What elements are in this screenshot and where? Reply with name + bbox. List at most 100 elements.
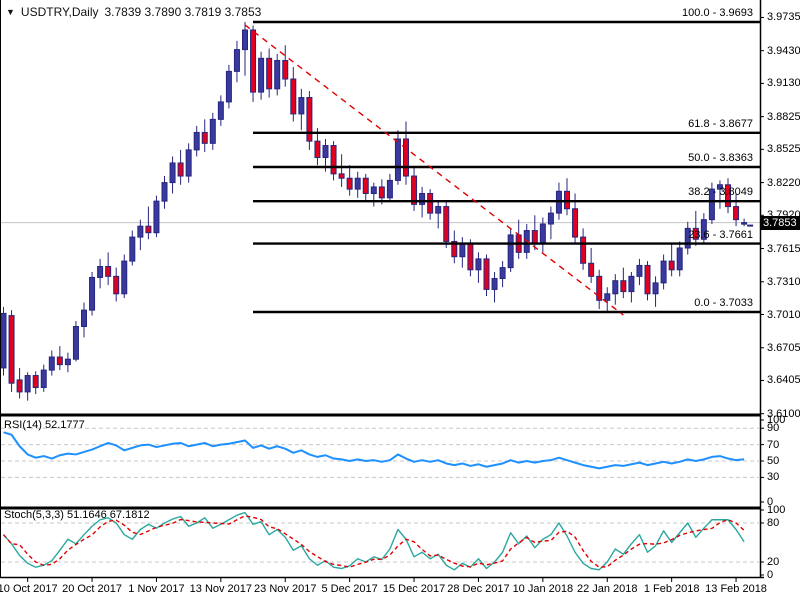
candle-body: [467, 243, 474, 271]
candle-body: [56, 356, 63, 366]
stoch-k-line: [2, 511, 745, 571]
candle-body: [636, 264, 643, 277]
candle-body: [97, 266, 104, 278]
candle-body: [40, 369, 47, 389]
candle-body: [676, 247, 683, 271]
candle-body: [338, 173, 345, 179]
candle-body: [217, 101, 224, 120]
candle-body: [242, 29, 248, 51]
trendline: [244, 24, 624, 316]
candle-body: [169, 162, 176, 184]
candle-body: [378, 186, 385, 199]
candle-body: [105, 266, 112, 277]
candle-body: [306, 97, 313, 142]
candle-body: [48, 356, 55, 371]
current-price-badge: 3.7853: [760, 216, 800, 230]
candle-body: [539, 223, 546, 245]
candle-body: [668, 260, 675, 271]
candle-body: [628, 275, 635, 293]
candle-body: [64, 358, 71, 366]
candle-body: [499, 267, 506, 280]
candle-body: [370, 186, 377, 194]
candle-body: [475, 258, 482, 271]
candle-body: [394, 138, 401, 181]
candle-body: [725, 184, 731, 208]
candle-body: [274, 59, 281, 90]
candle-body: [572, 208, 579, 238]
candle-body: [620, 280, 627, 293]
candle-body: [32, 375, 39, 389]
candle-body: [81, 309, 87, 327]
candle-body: [733, 206, 740, 221]
candle-body: [708, 188, 715, 221]
candle-body: [322, 145, 329, 159]
candle-body: [250, 29, 257, 93]
candle-body: [604, 293, 611, 301]
candle-body: [362, 177, 369, 194]
candle-body: [137, 225, 144, 238]
candle-body: [209, 118, 216, 144]
candle-body: [419, 192, 426, 205]
candle-body: [129, 236, 136, 262]
candle-body: [692, 227, 699, 240]
candle-body: [193, 131, 200, 151]
candle-body: [225, 70, 232, 103]
candle-body: [451, 240, 458, 258]
candle-body: [153, 200, 160, 234]
candle-body: [354, 177, 361, 190]
candle-body: [716, 184, 723, 190]
separator-rsi-stoch: [0, 506, 760, 510]
candle-body: [547, 212, 554, 225]
candle-body: [491, 278, 498, 290]
candle-body: [443, 206, 450, 242]
candle-body: [346, 177, 353, 190]
candle-body: [24, 375, 31, 393]
candle-body: [459, 243, 466, 258]
candle-body: [201, 131, 208, 144]
candle-body: [161, 182, 168, 202]
candle-body: [113, 275, 120, 295]
candle-body: [427, 192, 434, 214]
candle-body: [596, 275, 603, 301]
candle-body: [435, 206, 442, 214]
stoch-indicator-label: Stoch(5,3,3) 51.1646 67.1812: [4, 509, 150, 521]
candle-body: [290, 78, 297, 115]
candle-body: [233, 49, 240, 72]
separator-main-rsi: [0, 413, 760, 417]
candle-body: [177, 162, 184, 177]
candle-body: [89, 276, 96, 311]
candle-body: [660, 260, 667, 284]
symbol-dropdown-icon[interactable]: ▼: [6, 6, 15, 17]
candle-body: [314, 140, 321, 159]
stoch-d-line: [2, 515, 745, 568]
candle-body: [0, 312, 7, 369]
candle-body: [282, 59, 289, 80]
candle-body: [580, 236, 587, 264]
quote-ohlc-label: 3.7839 3.7890 3.7819 3.7853: [104, 5, 262, 19]
candle-body: [121, 260, 128, 295]
chart-title: ▼ USDTRY,Daily 3.7839 3.7890 3.7819 3.78…: [6, 5, 261, 19]
symbol-period-label: USDTRY,Daily: [20, 5, 99, 19]
candle-body: [531, 230, 538, 245]
candle-body: [266, 57, 273, 90]
candle-body: [403, 138, 409, 177]
candle-body: [16, 379, 23, 393]
candle-body: [145, 225, 152, 234]
candle-body: [330, 145, 337, 175]
candle-body: [185, 149, 192, 177]
candle-body: [411, 175, 418, 205]
rsi-line: [3, 431, 745, 470]
candle-body: [507, 234, 514, 269]
candle-body: [588, 262, 595, 277]
candle-body: [386, 179, 393, 199]
candle-body: [684, 227, 691, 249]
rsi-indicator-label: RSI(14) 52.1777: [4, 419, 85, 431]
candle-body: [644, 264, 651, 295]
candle-body: [258, 57, 265, 93]
candle-body: [298, 97, 305, 115]
candle-body: [8, 315, 15, 384]
candle-body: [612, 280, 619, 295]
candle-body: [72, 325, 79, 360]
